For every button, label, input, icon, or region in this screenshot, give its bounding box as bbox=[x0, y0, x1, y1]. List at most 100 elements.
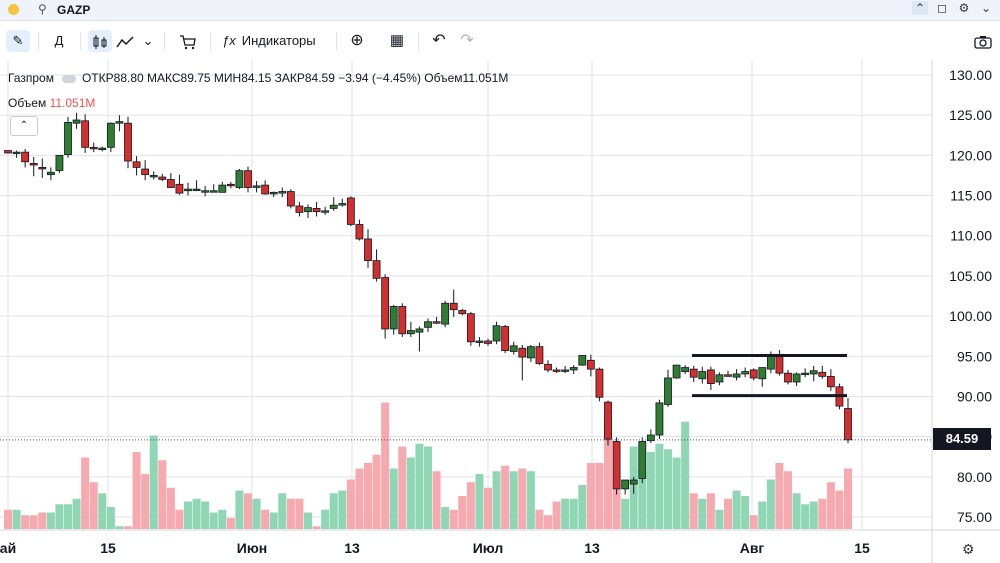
volume-bar bbox=[244, 493, 252, 529]
volume-bar bbox=[552, 501, 561, 529]
volume-bar bbox=[484, 487, 492, 529]
volume-bar bbox=[732, 490, 741, 529]
candle-body bbox=[55, 154, 64, 172]
volume-bar bbox=[321, 509, 330, 529]
ohlc-legend: Газпром ОТКР88.80 МАКС89.75 МИН84.15 ЗАКР… bbox=[8, 71, 508, 85]
volume-legend-value: 11.051M bbox=[49, 96, 96, 110]
volume-bar bbox=[81, 457, 90, 529]
price-chart[interactable]: 130.00 125.00 120.00 115.00 110.00 105.00 100.… bbox=[0, 60, 1000, 563]
volume-bar bbox=[518, 468, 527, 529]
divider bbox=[210, 32, 211, 50]
candle-body bbox=[749, 369, 758, 379]
layout-grid-icon[interactable]: ▦ bbox=[389, 32, 405, 49]
volume-bar bbox=[184, 501, 192, 529]
x-tick-label: 15 bbox=[100, 540, 116, 556]
candle-body bbox=[21, 151, 30, 163]
volume-bar bbox=[698, 498, 707, 529]
redo-icon[interactable]: ↷ bbox=[460, 32, 474, 49]
candle-body bbox=[372, 260, 381, 279]
candle-body bbox=[578, 355, 587, 366]
chevron-down-icon[interactable]: ⌄ bbox=[980, 1, 992, 15]
volume-bar bbox=[578, 485, 587, 529]
maximize-icon[interactable]: ◻ bbox=[937, 1, 947, 15]
symbol-search-input[interactable]: GAZP bbox=[57, 3, 91, 17]
volume-bar bbox=[835, 490, 844, 529]
candle-body bbox=[775, 355, 784, 374]
camera-icon[interactable] bbox=[972, 30, 994, 52]
search-icon[interactable]: ⚲ bbox=[38, 2, 47, 16]
candle-body bbox=[466, 313, 475, 343]
candle-body bbox=[235, 170, 244, 188]
volume-bar bbox=[569, 498, 578, 529]
candle-body bbox=[166, 179, 175, 188]
candle-body bbox=[106, 122, 115, 148]
candle-body bbox=[321, 210, 330, 213]
volume-legend-label[interactable]: Объем bbox=[8, 96, 47, 110]
volume-bar bbox=[29, 515, 38, 529]
volume-bar bbox=[544, 515, 552, 529]
candle-body bbox=[698, 371, 707, 380]
indicators-label: Индикаторы bbox=[241, 33, 316, 48]
volume-bar bbox=[501, 465, 510, 529]
volume-bar bbox=[466, 482, 475, 529]
volume-legend: Объем 11.051M bbox=[8, 96, 95, 110]
volume-bar bbox=[398, 446, 407, 529]
volume-bar bbox=[741, 496, 750, 529]
candle-body bbox=[286, 191, 295, 207]
cart-icon[interactable] bbox=[176, 30, 200, 52]
volume-bar bbox=[338, 490, 347, 529]
candle-body bbox=[586, 359, 595, 370]
candle-body bbox=[646, 434, 655, 442]
x-tick-label: Авг bbox=[740, 540, 765, 556]
volume-bar bbox=[106, 507, 115, 529]
low-label: МИН bbox=[213, 71, 242, 85]
collapse-legend-button[interactable]: ⌃ bbox=[10, 116, 38, 136]
divider bbox=[80, 32, 81, 50]
volume-bar bbox=[612, 482, 621, 529]
volume-bar bbox=[458, 496, 467, 529]
volume-bar bbox=[158, 460, 167, 529]
candle-body bbox=[218, 184, 227, 193]
candle-body bbox=[492, 325, 501, 342]
instrument-name[interactable]: Газпром bbox=[8, 71, 54, 85]
volume-bar bbox=[149, 435, 158, 529]
timeframe-button[interactable]: Д bbox=[54, 33, 64, 48]
candle-body bbox=[389, 306, 398, 330]
collapse-icon[interactable]: ⌃ bbox=[912, 1, 928, 15]
chevron-down-icon[interactable]: ⌄ bbox=[142, 33, 154, 48]
volume-bar bbox=[218, 509, 227, 529]
area-icon[interactable] bbox=[114, 30, 136, 52]
candle-body bbox=[509, 345, 518, 352]
candle-body bbox=[784, 372, 792, 383]
candle-body bbox=[664, 377, 672, 405]
volume-bar bbox=[526, 471, 535, 529]
candle-body bbox=[552, 369, 561, 372]
volume-bar bbox=[809, 501, 818, 529]
volume-bar bbox=[818, 498, 827, 529]
x-tick-label: 13 bbox=[344, 540, 360, 556]
undo-icon[interactable]: ↶ bbox=[432, 32, 446, 49]
volume-bar bbox=[621, 498, 630, 529]
volume-bar bbox=[415, 443, 424, 529]
x-tick-label: Июн bbox=[237, 540, 267, 556]
volume-bar bbox=[12, 509, 21, 529]
volume-bar bbox=[124, 526, 132, 529]
gear-icon[interactable]: ⚙ bbox=[958, 1, 970, 15]
indicators-button[interactable]: ƒx Индикаторы bbox=[222, 30, 326, 52]
volume-bar bbox=[355, 468, 364, 529]
volume-bar bbox=[389, 468, 398, 529]
volume-bar bbox=[646, 452, 655, 529]
volume-bar bbox=[201, 501, 210, 529]
volume-bar bbox=[749, 515, 758, 529]
add-icon[interactable]: ⊕ bbox=[350, 32, 364, 49]
volume-bar bbox=[492, 471, 501, 529]
visibility-icon[interactable] bbox=[61, 74, 76, 83]
candle-body bbox=[338, 203, 347, 206]
candle-body bbox=[724, 374, 732, 377]
settings-icon[interactable]: ⚙ bbox=[962, 541, 975, 557]
volume-bar bbox=[766, 479, 775, 529]
pencil-icon[interactable]: ✎ bbox=[6, 30, 30, 52]
candle-body bbox=[544, 363, 552, 371]
candles-icon[interactable] bbox=[88, 30, 112, 52]
close-value: 84.59 bbox=[304, 71, 335, 85]
